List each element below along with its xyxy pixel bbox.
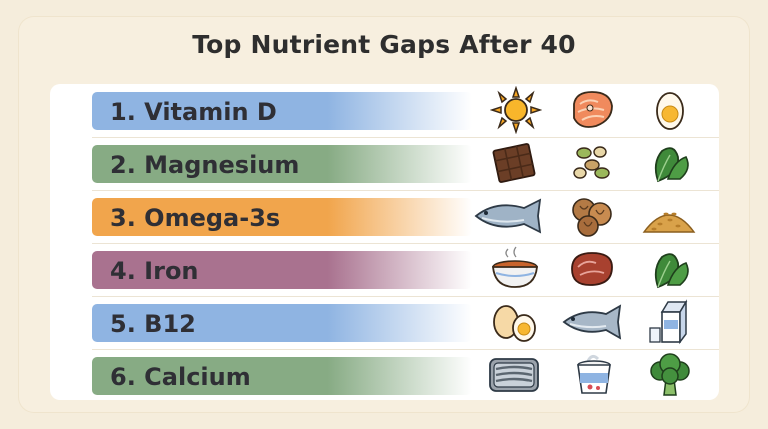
nutrient-row-b12: 5. B12 <box>92 296 719 350</box>
lentil-bowl-icon <box>488 245 542 293</box>
nutrient-row-vitamin-d: 1. Vitamin D <box>92 84 719 138</box>
boiled-egg-icon <box>644 86 696 134</box>
nutrient-row-omega-3s: 3. Omega-3s <box>92 190 719 244</box>
nutrient-label: 5. B12 <box>110 310 196 338</box>
salmon-steak-icon <box>566 86 618 134</box>
nutrient-bar: 5. B12 <box>92 304 472 342</box>
row-divider <box>92 243 719 244</box>
eggs-icon <box>488 298 540 346</box>
nutrient-row-magnesium: 2. Magnesium <box>92 137 719 191</box>
fish-icon <box>558 298 628 346</box>
nutrient-bar: 4. Iron <box>92 251 472 289</box>
milk-carton-icon <box>646 298 698 346</box>
nutrient-label: 2. Magnesium <box>110 151 300 179</box>
nutrient-label: 4. Iron <box>110 257 199 285</box>
nutrient-panel <box>50 84 719 400</box>
nutrient-label: 6. Calcium <box>110 363 251 391</box>
chocolate-bar-icon <box>488 139 540 187</box>
row-divider <box>92 296 719 297</box>
row-divider <box>92 137 719 138</box>
spinach-icon <box>644 139 696 187</box>
nutrient-bar: 1. Vitamin D <box>92 92 472 130</box>
walnuts-icon <box>566 192 618 240</box>
nutrient-bar: 2. Magnesium <box>92 145 472 183</box>
spinach-icon <box>644 245 696 293</box>
yogurt-cup-icon <box>568 351 620 399</box>
page-title: Top Nutrient Gaps After 40 <box>192 30 576 59</box>
row-divider <box>92 349 719 350</box>
broccoli-icon <box>644 351 696 399</box>
sardine-tin-icon <box>486 351 542 399</box>
nutrient-row-calcium: 6. Calcium <box>92 349 719 401</box>
nutrient-row-iron: 4. Iron <box>92 243 719 297</box>
fish-icon <box>468 192 548 240</box>
seeds-icon <box>566 139 618 187</box>
sun-icon <box>490 86 542 134</box>
nutrient-bar: 3. Omega-3s <box>92 198 472 236</box>
flaxseed-pile-icon <box>640 192 698 240</box>
nutrient-label: 3. Omega-3s <box>110 204 281 232</box>
nutrient-bar: 6. Calcium <box>92 357 472 395</box>
row-divider <box>92 190 719 191</box>
red-meat-icon <box>566 245 618 293</box>
nutrient-label: 1. Vitamin D <box>110 98 277 126</box>
